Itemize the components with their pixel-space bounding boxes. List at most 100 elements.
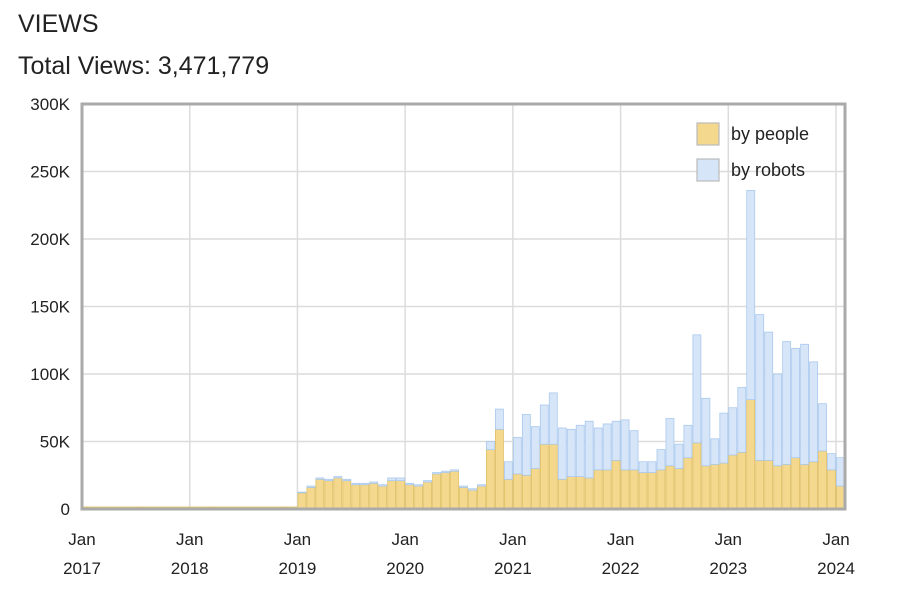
bar-robots bbox=[315, 477, 325, 480]
bar-robots bbox=[405, 482, 415, 486]
x-tick-year: 2022 bbox=[602, 559, 640, 578]
x-tick-month: Jan bbox=[715, 530, 742, 549]
bar-people bbox=[333, 477, 343, 510]
bar-robots bbox=[297, 491, 307, 494]
bar-robots bbox=[764, 331, 774, 461]
bar-people bbox=[791, 457, 801, 510]
bar-people bbox=[306, 486, 316, 510]
bar-robots bbox=[584, 420, 594, 479]
bar-robots bbox=[629, 430, 639, 471]
bar-robots bbox=[387, 477, 397, 482]
y-tick-label: 300K bbox=[30, 95, 70, 114]
bar-robots bbox=[791, 347, 801, 459]
bar-robots bbox=[521, 414, 531, 476]
bar-people bbox=[297, 492, 307, 510]
bar-robots bbox=[665, 418, 675, 467]
bar-people bbox=[782, 464, 792, 510]
y-tick-label: 0 bbox=[61, 500, 70, 519]
bar-people bbox=[342, 480, 352, 510]
bar-robots bbox=[818, 403, 827, 452]
bar-people bbox=[764, 459, 774, 510]
bar-people bbox=[620, 469, 630, 510]
x-tick-year: 2020 bbox=[386, 559, 424, 578]
y-tick-label: 150K bbox=[30, 298, 70, 317]
bar-robots bbox=[737, 387, 747, 453]
bar-robots bbox=[333, 476, 343, 479]
bar-robots bbox=[701, 397, 711, 467]
bar-robots bbox=[432, 472, 441, 475]
bar-robots bbox=[575, 424, 585, 477]
bar-robots bbox=[306, 485, 316, 488]
bar-people bbox=[593, 469, 603, 510]
bar-people bbox=[405, 484, 415, 510]
page-title: VIEWS bbox=[18, 10, 99, 38]
bar-robots bbox=[477, 484, 486, 487]
y-tick-label: 250K bbox=[30, 163, 70, 182]
bar-people bbox=[800, 464, 809, 510]
bar-people bbox=[432, 473, 441, 510]
bar-robots bbox=[423, 480, 432, 483]
bar-people bbox=[647, 472, 657, 510]
bar-robots bbox=[710, 438, 720, 465]
bar-people bbox=[450, 470, 459, 510]
bar-people bbox=[369, 482, 379, 510]
bar-robots bbox=[773, 373, 783, 467]
bar-people bbox=[710, 464, 720, 510]
bar-people bbox=[468, 489, 477, 510]
bar-robots bbox=[674, 443, 684, 469]
bar-robots bbox=[324, 478, 334, 482]
x-tick-year: 2018 bbox=[171, 559, 209, 578]
bar-people bbox=[360, 484, 370, 510]
bar-people bbox=[315, 478, 325, 510]
bar-robots bbox=[495, 408, 504, 430]
bar-robots bbox=[602, 423, 612, 471]
bar-robots bbox=[539, 404, 549, 445]
x-tick-year: 2024 bbox=[817, 559, 855, 578]
bar-people bbox=[719, 462, 729, 510]
bar-robots bbox=[396, 477, 406, 482]
bar-people bbox=[351, 484, 361, 510]
bar-people bbox=[548, 443, 558, 510]
bar-robots bbox=[719, 412, 729, 464]
y-tick-label: 200K bbox=[30, 230, 70, 249]
bar-robots bbox=[800, 343, 809, 465]
bar-people bbox=[539, 443, 549, 510]
bar-people bbox=[836, 485, 845, 510]
bar-robots bbox=[530, 426, 540, 469]
bar-people bbox=[495, 428, 504, 510]
bar-robots bbox=[593, 427, 603, 471]
bar-robots bbox=[360, 482, 370, 486]
bar-robots bbox=[728, 407, 738, 456]
bar-robots bbox=[459, 485, 468, 488]
legend-swatch bbox=[696, 122, 720, 146]
bar-robots bbox=[683, 424, 693, 459]
bar-people bbox=[638, 472, 648, 510]
x-tick-year: 2019 bbox=[279, 559, 317, 578]
bar-people bbox=[512, 473, 522, 510]
bar-robots bbox=[620, 419, 630, 471]
bar-people bbox=[566, 476, 576, 510]
bar-robots bbox=[647, 461, 657, 473]
bar-people bbox=[477, 485, 486, 510]
bar-robots bbox=[566, 428, 576, 478]
total-views: Total Views: 3,471,779 bbox=[18, 52, 270, 80]
x-tick-month: Jan bbox=[284, 530, 311, 549]
bar-people bbox=[818, 450, 827, 510]
bar-robots bbox=[450, 469, 459, 472]
bar-robots bbox=[557, 427, 567, 480]
bar-people bbox=[602, 469, 612, 510]
bar-people bbox=[459, 486, 468, 510]
bar-people bbox=[378, 485, 388, 510]
bar-people bbox=[665, 465, 675, 510]
bar-people bbox=[656, 469, 666, 510]
bar-robots bbox=[809, 361, 818, 463]
legend-swatch bbox=[696, 158, 720, 182]
bar-people bbox=[324, 480, 334, 510]
bar-robots bbox=[414, 484, 424, 487]
bar-robots bbox=[836, 457, 845, 487]
x-axis: Jan 2017 Jan 2018 Jan 2019 Jan 2020 Jan 2021 Jan 20… bbox=[63, 530, 855, 578]
bar-people bbox=[521, 474, 531, 510]
bar-robots bbox=[512, 437, 522, 475]
y-axis: 0 50K 100K 150K 200K 250K 300K bbox=[30, 95, 70, 519]
x-tick-month: Jan bbox=[499, 530, 526, 549]
